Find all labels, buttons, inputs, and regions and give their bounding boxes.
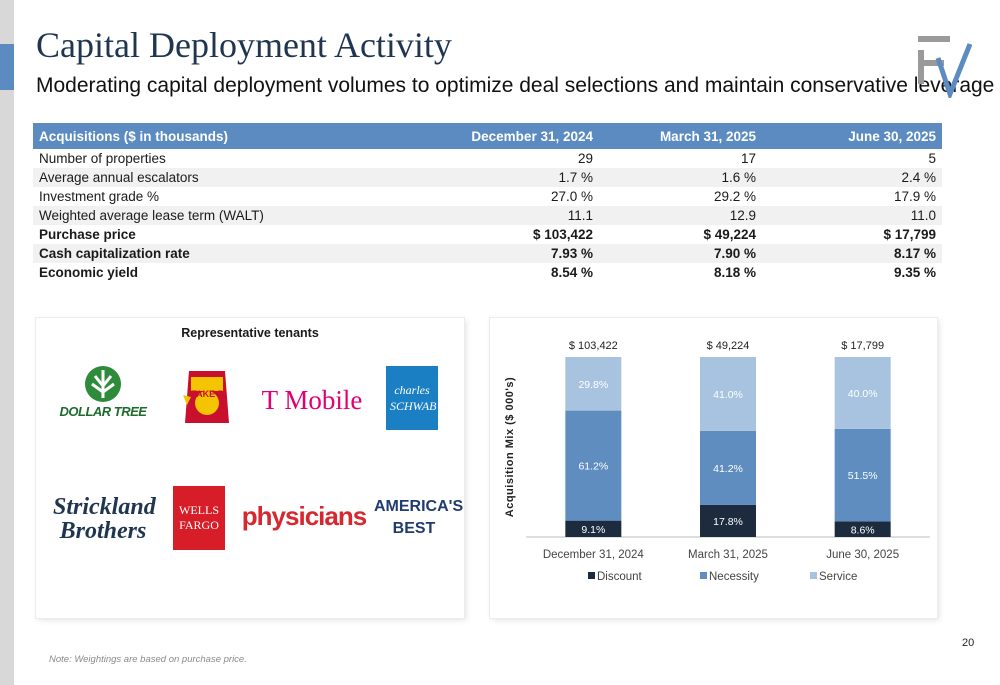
- table-cell: 8.18 %: [599, 263, 762, 282]
- row-label: Purchase price: [33, 225, 433, 244]
- data-label: 29.8%: [578, 379, 608, 391]
- table-cell: $ 103,422: [433, 225, 599, 244]
- acquisition-mix-chart-panel: Acquisition Mix ($ 000's) 9.1% 61.2% 29.8% $…: [490, 318, 937, 618]
- y-axis-label: Acquisition Mix ($ 000's): [504, 377, 516, 517]
- take-5-logo: TAKE 5: [176, 362, 238, 434]
- data-label: 41.0%: [713, 389, 743, 401]
- table-cell: 29: [433, 149, 599, 168]
- physicians-text: physicians: [241, 500, 367, 531]
- table-cell: 11.1: [433, 206, 599, 225]
- legend-swatch-discount: [588, 572, 595, 579]
- bar-segment-service: [700, 357, 756, 431]
- table-row: Purchase price $ 103,422 $ 49,224 $ 17,7…: [33, 225, 942, 244]
- data-label: 41.2%: [713, 463, 743, 475]
- table-header-cell: Acquisitions ($ in thousands): [33, 123, 433, 149]
- wells-fargo-logo: WELLS FARGO: [173, 486, 225, 550]
- table-cell: 17: [599, 149, 762, 168]
- tenants-title: Representative tenants: [181, 326, 319, 340]
- data-label: 9.1%: [581, 524, 605, 536]
- table-header-cell: March 31, 2025: [599, 123, 762, 149]
- data-label: 61.2%: [578, 461, 608, 473]
- bar-total-label: $ 17,799: [841, 340, 884, 352]
- title-accent-bar: [0, 44, 14, 90]
- charles-schwab-logo: charles SCHWAB: [386, 366, 438, 430]
- legend-swatch-service: [810, 572, 817, 579]
- legend-label: Service: [819, 571, 857, 583]
- strickland-brothers-text: Strickland Brothers: [53, 494, 156, 544]
- tenants-panel: Representative tenants DOLLAR TREE TAKE …: [36, 318, 464, 618]
- table-cell: 11.0: [762, 206, 942, 225]
- acquisition-mix-chart: Acquisition Mix ($ 000's) 9.1% 61.2% 29.8% $…: [504, 340, 930, 583]
- table-header-cell: June 30, 2025: [762, 123, 942, 149]
- page-title: Capital Deployment Activity: [36, 25, 452, 65]
- table-row: Weighted average lease term (WALT) 11.1 …: [33, 206, 942, 225]
- data-label: 8.6%: [851, 524, 875, 536]
- table-cell: $ 49,224: [599, 225, 762, 244]
- table-cell: 29.2 %: [599, 187, 762, 206]
- row-label: Average annual escalators: [33, 168, 433, 187]
- left-edge-strip: [0, 0, 14, 685]
- table-cell: 2.4 %: [762, 168, 942, 187]
- row-label: Investment grade %: [33, 187, 433, 206]
- table-cell: $ 17,799: [762, 225, 942, 244]
- footnote: Note: Weightings are based on purchase p…: [49, 654, 247, 665]
- page-subtitle: Moderating capital deployment volumes to…: [36, 74, 995, 97]
- bar-segment-discount: [834, 521, 891, 537]
- x-tick-label: June 30, 2025: [826, 549, 899, 561]
- take-5-text: TAKE 5: [191, 389, 223, 399]
- bar-segment-service: [834, 357, 891, 429]
- wells-fargo-text: WELLS FARGO: [179, 503, 219, 532]
- table-cell: 8.17 %: [762, 244, 942, 263]
- table-row: Cash capitalization rate 7.93 % 7.90 % 8…: [33, 244, 942, 263]
- data-label: 51.5%: [848, 470, 878, 482]
- t-mobile-logo: T Mobile: [256, 380, 368, 420]
- bar-total-label: $ 103,422: [569, 340, 618, 352]
- table-cell: 9.35 %: [762, 263, 942, 282]
- table-cell: 8.54 %: [433, 263, 599, 282]
- dollar-tree-text: DOLLAR TREE: [59, 403, 147, 419]
- table-row: Average annual escalators 1.7 % 1.6 % 2.…: [33, 168, 942, 187]
- bar-segment-necessity: [834, 428, 891, 522]
- x-tick-label: December 31, 2024: [543, 549, 645, 561]
- charles-schwab-text: charles SCHWAB: [390, 383, 437, 413]
- table-cell: 1.7 %: [433, 168, 599, 187]
- t-mobile-text: T Mobile: [261, 384, 363, 415]
- company-logo-icon: [918, 36, 972, 98]
- strickland-brothers-logo: Strickland Brothers: [48, 484, 158, 554]
- table-cell: 27.0 %: [433, 187, 599, 206]
- row-label: Economic yield: [33, 263, 433, 282]
- table-cell: 7.93 %: [433, 244, 599, 263]
- bar-total-label: $ 49,224: [707, 340, 750, 352]
- bar-segment-discount: [565, 520, 622, 537]
- table-row: Number of properties 29 17 5: [33, 149, 942, 168]
- legend-swatch-necessity: [700, 572, 707, 579]
- physicians-logo: physicians: [241, 496, 367, 536]
- bar-segment-necessity: [700, 430, 756, 505]
- page-number: 20: [962, 637, 975, 649]
- row-label: Weighted average lease term (WALT): [33, 206, 433, 225]
- bar-segment-necessity: [565, 410, 622, 521]
- americas-best-text: AMERICA'S BEST: [374, 498, 464, 537]
- data-label: 17.8%: [713, 516, 743, 528]
- acquisitions-table: Acquisitions ($ in thousands) December 3…: [33, 123, 942, 282]
- table-cell: 1.6 %: [599, 168, 762, 187]
- table-cell: 5: [762, 149, 942, 168]
- table-cell: 7.90 %: [599, 244, 762, 263]
- row-label: Cash capitalization rate: [33, 244, 433, 263]
- legend-label: Necessity: [709, 571, 759, 583]
- table-cell: 17.9 %: [762, 187, 942, 206]
- data-label: 40.0%: [848, 388, 878, 400]
- table-cell: 12.9: [599, 206, 762, 225]
- bar-segment-discount: [700, 504, 756, 537]
- legend-label: Discount: [597, 571, 643, 583]
- row-label: Number of properties: [33, 149, 433, 168]
- table-header-row: Acquisitions ($ in thousands) December 3…: [33, 123, 942, 149]
- table-row: Economic yield 8.54 % 8.18 % 9.35 %: [33, 263, 942, 282]
- bar-segment-service: [565, 357, 622, 411]
- table-row: Investment grade % 27.0 % 29.2 % 17.9 %: [33, 187, 942, 206]
- dollar-tree-logo: DOLLAR TREE: [48, 356, 158, 426]
- table-header-cell: December 31, 2024: [433, 123, 599, 149]
- americas-best-logo: AMERICA'S BEST: [372, 486, 464, 550]
- x-tick-label: March 31, 2025: [688, 549, 768, 561]
